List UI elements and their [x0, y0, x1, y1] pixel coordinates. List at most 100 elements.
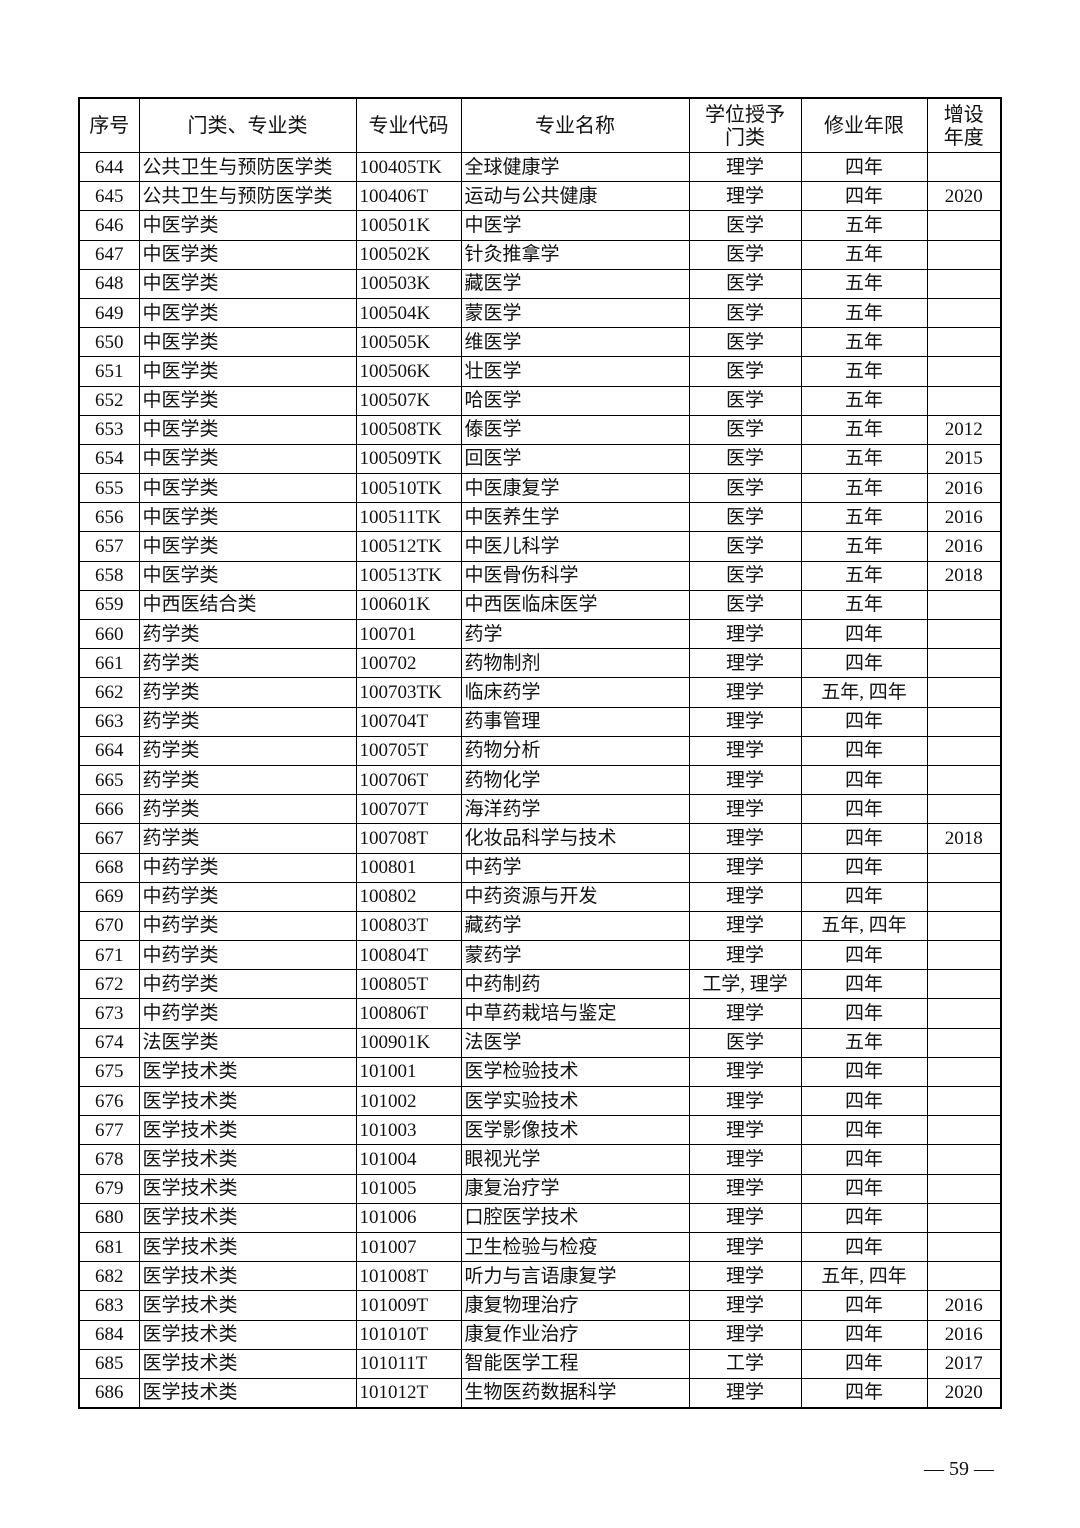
cell-code: 100806T: [355, 998, 462, 1029]
cell-index: 654: [78, 443, 140, 475]
table-row: 670 中药学类 100803T 藏药学 理学 五年, 四年: [78, 910, 1002, 942]
cell-name: 蒙药学: [460, 940, 690, 971]
cell-year: [926, 764, 1002, 796]
table-row: 648 中医学类 100503K 藏医学 医学 五年: [78, 268, 1002, 299]
cell-year: [926, 677, 1002, 708]
cell-duration: 四年: [800, 706, 928, 737]
cell-degree: 工学: [688, 1348, 802, 1379]
cell-index: 683: [78, 1290, 140, 1321]
cell-duration: 四年: [800, 852, 928, 883]
cell-degree: 医学: [688, 210, 802, 241]
cell-degree: 理学: [688, 677, 802, 708]
cell-index: 682: [78, 1261, 140, 1292]
cell-year: [926, 706, 1002, 737]
header-code: 专业代码: [355, 97, 462, 153]
header-index: 序号: [78, 97, 140, 153]
cell-duration: 五年: [800, 560, 928, 591]
table-row: 664 药学类 100705T 药物分析 理学 四年: [78, 735, 1002, 766]
cell-duration: 五年, 四年: [800, 910, 928, 942]
cell-name: 哈医学: [460, 385, 690, 416]
cell-year: [926, 1085, 1002, 1117]
cell-index: 678: [78, 1144, 140, 1175]
cell-code: 100502K: [355, 239, 462, 270]
cell-index: 671: [78, 940, 140, 971]
cell-category: 医学技术类: [138, 1202, 357, 1233]
cell-code: 101006: [355, 1202, 462, 1233]
table-row: 668 中药学类 100801 中药学 理学 四年: [78, 852, 1002, 883]
cell-name: 临床药学: [460, 677, 690, 708]
table-row: 679 医学技术类 101005 康复治疗学 理学 四年: [78, 1173, 1002, 1204]
cell-code: 100704T: [355, 706, 462, 737]
cell-duration: 四年: [800, 1144, 928, 1175]
cell-year: [926, 327, 1002, 358]
cell-category: 中医学类: [138, 268, 357, 299]
cell-degree: 理学: [688, 648, 802, 679]
cell-index: 649: [78, 297, 140, 329]
table-row: 669 中药学类 100802 中药资源与开发 理学 四年: [78, 881, 1002, 912]
cell-degree: 医学: [688, 531, 802, 562]
cell-category: 中医学类: [138, 356, 357, 387]
cell-category: 公共卫生与预防医学类: [138, 151, 357, 183]
table-row: 659 中西医结合类 100601K 中西医临床医学 医学 五年: [78, 589, 1002, 621]
cell-index: 685: [78, 1348, 140, 1379]
cell-category: 药学类: [138, 706, 357, 737]
cell-index: 680: [78, 1202, 140, 1233]
cell-degree: 理学: [688, 1377, 802, 1409]
cell-name: 医学影像技术: [460, 1115, 690, 1146]
cell-index: 647: [78, 239, 140, 270]
cell-duration: 五年: [800, 356, 928, 387]
table-row: 649 中医学类 100504K 蒙医学 医学 五年: [78, 297, 1002, 329]
cell-degree: 医学: [688, 502, 802, 533]
cell-degree: 理学: [688, 1319, 802, 1350]
cell-category: 中医学类: [138, 210, 357, 241]
cell-category: 药学类: [138, 794, 357, 825]
cell-degree: 理学: [688, 618, 802, 650]
cell-degree: 理学: [688, 151, 802, 183]
cell-degree: 理学: [688, 1290, 802, 1321]
cell-degree: 医学: [688, 560, 802, 591]
table-row: 657 中医学类 100512TK 中医儿科学 医学 五年 2016: [78, 531, 1002, 562]
cell-year: [926, 1231, 1002, 1263]
cell-year: 2016: [926, 1290, 1002, 1321]
table-row: 653 中医学类 100508TK 傣医学 医学 五年 2012: [78, 414, 1002, 445]
cell-duration: 五年: [800, 385, 928, 416]
cell-index: 677: [78, 1115, 140, 1146]
cell-degree: 理学: [688, 998, 802, 1029]
cell-category: 公共卫生与预防医学类: [138, 181, 357, 212]
cell-category: 药学类: [138, 764, 357, 796]
table-row: 674 法医学类 100901K 法医学 医学 五年: [78, 1027, 1002, 1058]
cell-index: 662: [78, 677, 140, 708]
cell-degree: 医学: [688, 356, 802, 387]
cell-degree: 工学, 理学: [688, 969, 802, 1000]
cell-degree: 医学: [688, 297, 802, 329]
cell-code: 100701: [355, 618, 462, 650]
cell-name: 药学: [460, 618, 690, 650]
cell-code: 101010T: [355, 1319, 462, 1350]
cell-name: 药物制剂: [460, 648, 690, 679]
cell-duration: 五年: [800, 210, 928, 241]
table-row: 663 药学类 100704T 药事管理 理学 四年: [78, 706, 1002, 737]
cell-year: 2018: [926, 823, 1002, 854]
cell-year: [926, 735, 1002, 766]
cell-index: 653: [78, 414, 140, 445]
cell-year: [926, 998, 1002, 1029]
cell-year: [926, 969, 1002, 1000]
cell-name: 口腔医学技术: [460, 1202, 690, 1233]
cell-category: 中医学类: [138, 327, 357, 358]
cell-code: 100406T: [355, 181, 462, 212]
cell-duration: 四年: [800, 1319, 928, 1350]
table-row: 676 医学技术类 101002 医学实验技术 理学 四年: [78, 1085, 1002, 1117]
cell-index: 660: [78, 618, 140, 650]
cell-year: [926, 794, 1002, 825]
cell-name: 藏医学: [460, 268, 690, 299]
table-row: 686 医学技术类 101012T 生物医药数据科学 理学 四年 2020: [78, 1377, 1002, 1409]
table-row: 666 药学类 100707T 海洋药学 理学 四年: [78, 794, 1002, 825]
cell-category: 药学类: [138, 735, 357, 766]
cell-category: 中医学类: [138, 443, 357, 475]
cell-duration: 五年: [800, 268, 928, 299]
cell-name: 中医康复学: [460, 473, 690, 504]
cell-year: [926, 151, 1002, 183]
cell-duration: 五年: [800, 443, 928, 475]
cell-name: 眼视光学: [460, 1144, 690, 1175]
cell-duration: 五年, 四年: [800, 1261, 928, 1292]
